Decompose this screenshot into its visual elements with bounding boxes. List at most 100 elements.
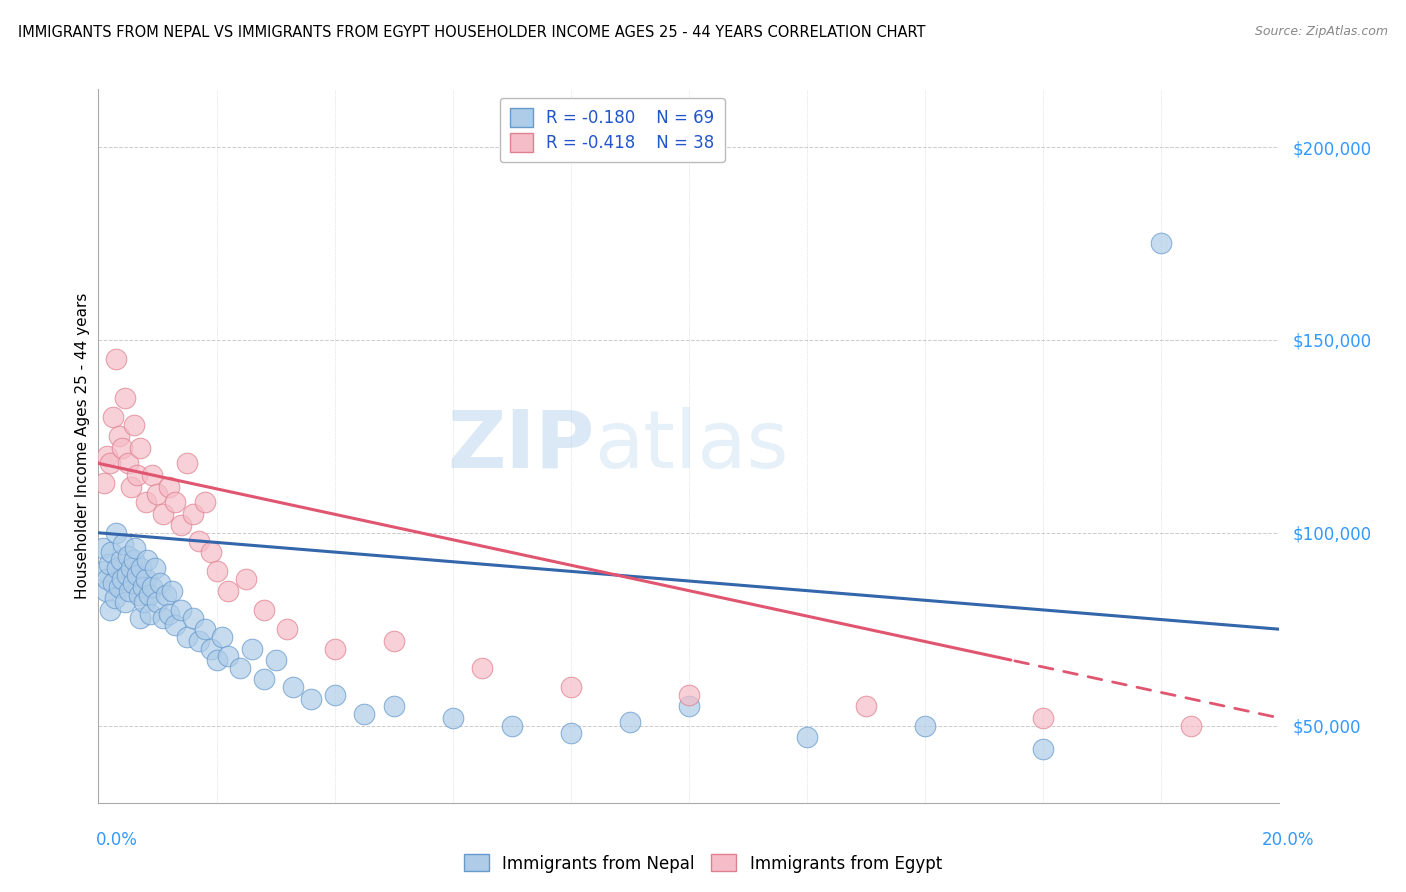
Point bbox=[176, 456, 198, 470]
Point bbox=[1032, 711, 1054, 725]
Point bbox=[132, 580, 155, 594]
Point bbox=[98, 603, 121, 617]
Point bbox=[200, 641, 222, 656]
Point bbox=[134, 595, 156, 609]
Point bbox=[152, 610, 174, 624]
Point bbox=[155, 587, 177, 601]
Point bbox=[141, 580, 163, 594]
Point bbox=[93, 565, 115, 579]
Legend: Immigrants from Nepal, Immigrants from Egypt: Immigrants from Nepal, Immigrants from E… bbox=[457, 847, 949, 880]
Point bbox=[96, 449, 118, 463]
Point bbox=[382, 633, 405, 648]
Point bbox=[914, 719, 936, 733]
Point bbox=[560, 680, 582, 694]
Point bbox=[157, 607, 180, 621]
Point bbox=[129, 560, 152, 574]
Point bbox=[276, 622, 298, 636]
Point bbox=[122, 553, 145, 567]
Point bbox=[91, 541, 114, 556]
Text: IMMIGRANTS FROM NEPAL VS IMMIGRANTS FROM EGYPT HOUSEHOLDER INCOME AGES 25 - 44 Y: IMMIGRANTS FROM NEPAL VS IMMIGRANTS FROM… bbox=[18, 25, 925, 40]
Point bbox=[176, 630, 198, 644]
Point bbox=[125, 467, 148, 482]
Point bbox=[117, 456, 139, 470]
Point bbox=[217, 649, 239, 664]
Point bbox=[111, 441, 134, 455]
Point bbox=[240, 641, 263, 656]
Point bbox=[103, 410, 125, 425]
Point bbox=[353, 707, 375, 722]
Point bbox=[141, 467, 163, 482]
Point bbox=[149, 576, 172, 591]
Point bbox=[143, 560, 166, 574]
Point bbox=[323, 641, 346, 656]
Point bbox=[111, 572, 134, 586]
Point bbox=[162, 583, 183, 598]
Point bbox=[1032, 741, 1054, 756]
Text: 20.0%: 20.0% bbox=[1263, 831, 1315, 849]
Point bbox=[299, 691, 322, 706]
Point bbox=[187, 533, 209, 548]
Point bbox=[98, 456, 121, 470]
Point bbox=[796, 730, 818, 744]
Point bbox=[108, 580, 131, 594]
Point bbox=[117, 549, 139, 563]
Point bbox=[264, 653, 287, 667]
Point bbox=[471, 661, 494, 675]
Point bbox=[205, 653, 228, 667]
Point bbox=[121, 576, 143, 591]
Point bbox=[165, 495, 187, 509]
Point bbox=[283, 680, 305, 694]
Point bbox=[98, 557, 121, 571]
Point bbox=[114, 595, 136, 609]
Point bbox=[253, 673, 276, 687]
Point bbox=[105, 352, 128, 367]
Point bbox=[678, 699, 700, 714]
Point bbox=[170, 518, 193, 533]
Point bbox=[94, 583, 117, 598]
Point bbox=[382, 699, 405, 714]
Point bbox=[501, 719, 523, 733]
Point bbox=[253, 603, 276, 617]
Point bbox=[211, 630, 233, 644]
Point bbox=[124, 541, 146, 556]
Point bbox=[128, 610, 150, 624]
Point bbox=[194, 622, 217, 636]
Point bbox=[323, 688, 346, 702]
Text: atlas: atlas bbox=[595, 407, 789, 485]
Point bbox=[170, 603, 193, 617]
Point bbox=[105, 560, 128, 574]
Text: ZIP: ZIP bbox=[447, 407, 595, 485]
Point bbox=[152, 507, 174, 521]
Point bbox=[93, 475, 115, 490]
Point bbox=[855, 699, 877, 714]
Point bbox=[1150, 236, 1173, 251]
Point bbox=[194, 495, 217, 509]
Point bbox=[1180, 719, 1202, 733]
Point bbox=[135, 572, 157, 586]
Text: Source: ZipAtlas.com: Source: ZipAtlas.com bbox=[1254, 25, 1388, 38]
Point bbox=[96, 572, 118, 586]
Point bbox=[135, 553, 157, 567]
Point bbox=[181, 507, 204, 521]
Point bbox=[139, 607, 162, 621]
Point bbox=[187, 633, 209, 648]
Point bbox=[128, 587, 150, 601]
Point bbox=[104, 591, 127, 606]
Point bbox=[678, 688, 700, 702]
Y-axis label: Householder Income Ages 25 - 44 years: Householder Income Ages 25 - 44 years bbox=[75, 293, 90, 599]
Point bbox=[128, 441, 150, 455]
Point bbox=[118, 583, 141, 598]
Point bbox=[125, 568, 148, 582]
Point bbox=[115, 568, 138, 582]
Point bbox=[235, 572, 257, 586]
Point bbox=[135, 495, 157, 509]
Point bbox=[205, 565, 228, 579]
Point bbox=[108, 429, 131, 443]
Point bbox=[441, 711, 464, 725]
Point bbox=[217, 583, 239, 598]
Point bbox=[229, 661, 252, 675]
Point bbox=[560, 726, 582, 740]
Point bbox=[120, 479, 142, 493]
Point bbox=[100, 545, 122, 559]
Point bbox=[122, 417, 145, 432]
